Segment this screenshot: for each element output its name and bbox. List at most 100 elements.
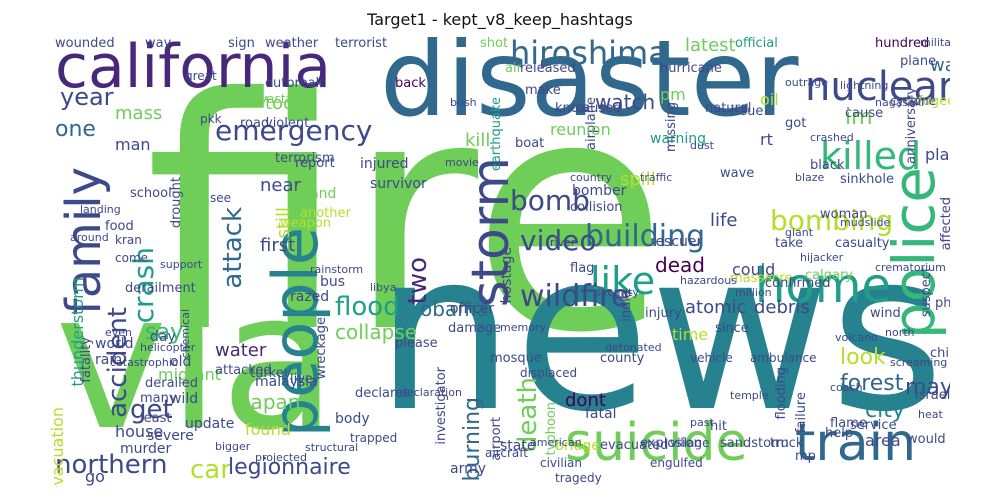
cloud-word: live: [290, 372, 313, 387]
cloud-word: water: [215, 340, 267, 361]
cloud-word: libya: [370, 281, 397, 294]
cloud-word: report: [295, 156, 335, 171]
cloud-word: plan: [925, 145, 950, 164]
cloud-word: calgary: [805, 268, 853, 283]
cloud-word: kran: [115, 233, 142, 247]
cloud-word: emergency: [215, 114, 373, 147]
cloud-word: war: [930, 55, 950, 76]
cloud-word: please: [395, 336, 438, 351]
cloud-word: weapon: [280, 216, 332, 231]
cloud-word: temple: [730, 389, 769, 402]
cloud-word: like: [590, 259, 656, 303]
cloud-word: bigger: [215, 440, 251, 453]
cloud-word: turkey: [250, 366, 292, 381]
cloud-word: first: [260, 235, 296, 256]
cloud-word: million: [735, 286, 772, 299]
cloud-word: memory: [500, 321, 546, 334]
word-cloud-words: fire news via disaster california people famil…: [50, 37, 950, 487]
cloud-word: japan: [245, 390, 301, 414]
cloud-word: sign: [228, 37, 255, 51]
cloud-word: forest: [840, 371, 904, 396]
cloud-word: say: [145, 320, 183, 345]
cloud-word: officer: [450, 301, 495, 317]
cloud-word: drought: [169, 177, 184, 229]
cloud-word: may: [905, 375, 950, 400]
cloud-word: israeli: [915, 388, 950, 403]
cloud-word: blaze: [795, 171, 825, 184]
cloud-word: make: [525, 83, 561, 98]
cloud-word: landing: [80, 203, 121, 216]
cloud-word: today: [265, 93, 317, 114]
cloud-word: cyclone: [890, 94, 936, 108]
cloud-word: since: [715, 321, 749, 336]
cloud-word: killed: [820, 134, 922, 178]
cloud-word: food: [105, 219, 134, 234]
cloud-word: flood: [335, 292, 400, 322]
cloud-word: missing: [664, 102, 679, 152]
cloud-word: bomb: [510, 184, 590, 217]
cloud-word: one: [55, 117, 96, 142]
cloud-word: take: [775, 236, 804, 251]
cloud-word: old: [170, 354, 192, 370]
cloud-word: traffic: [640, 171, 673, 184]
cloud-word: projected: [255, 451, 307, 464]
cloud-word: suspect: [919, 267, 934, 318]
cloud-word: plane: [900, 54, 937, 69]
cloud-word: home: [755, 258, 892, 314]
cloud-word: security: [595, 286, 639, 299]
cloud-word: declaration: [400, 386, 462, 399]
cloud-word: investigator: [434, 367, 449, 445]
cloud-word: would: [907, 432, 946, 447]
cloud-word: movie: [445, 156, 479, 169]
cloud-word: world: [95, 336, 134, 352]
cloud-word: rt: [760, 130, 773, 149]
cloud-word: pkk: [200, 112, 222, 126]
cloud-word: im: [845, 105, 873, 130]
cloud-word: issue: [730, 104, 764, 119]
cloud-word: bus: [320, 274, 346, 290]
cloud-word: fire: [145, 37, 668, 403]
cloud-word: outbreak: [265, 76, 324, 91]
word-cloud: fire news via disaster california people famil…: [50, 37, 950, 487]
cloud-word: heat: [918, 408, 943, 421]
cloud-word: mass: [115, 103, 163, 124]
cloud-word: collision: [570, 200, 623, 215]
cloud-word: reunion: [550, 120, 611, 139]
cloud-word: injured: [360, 156, 409, 172]
cloud-word: school: [130, 186, 172, 201]
cloud-word: dont: [565, 390, 606, 411]
cloud-word: mosque: [490, 351, 542, 366]
cloud-word: nagasaki: [875, 96, 925, 109]
cloud-word: bomber: [572, 183, 627, 199]
cloud-word: hiroshima: [510, 37, 668, 72]
cloud-word: survivor: [370, 176, 427, 192]
cloud-word: near: [260, 175, 301, 196]
cloud-word: great: [185, 69, 217, 83]
cloud-word: body: [335, 411, 370, 427]
cloud-word: derailed: [145, 376, 199, 391]
cloud-word: detonated: [605, 341, 662, 354]
cloud-word: flooding: [774, 367, 789, 420]
cloud-word: county: [600, 351, 645, 366]
cloud-word: massacre: [730, 271, 793, 286]
cloud-word: damage: [448, 321, 502, 336]
cloud-word: collapse: [335, 320, 418, 344]
cloud-word: bush: [450, 96, 477, 109]
cloud-word: murder: [120, 441, 172, 457]
cloud-word: derailment: [125, 281, 196, 296]
cloud-word: california: [55, 37, 332, 102]
cloud-word: go: [85, 467, 105, 486]
cloud-word: disaster: [380, 37, 799, 140]
cloud-word: around: [70, 231, 109, 244]
cloud-word: tragedy: [555, 471, 602, 485]
cloud-word: another: [300, 206, 351, 221]
cloud-word: get: [130, 395, 173, 425]
figure-title: Target1 - kept_v8_keep_hashtags: [367, 10, 633, 29]
cloud-word: attack: [218, 207, 248, 289]
cloud-word: could: [732, 260, 776, 279]
cloud-word: malaysia: [255, 374, 318, 390]
cloud-word: time: [672, 325, 709, 344]
cloud-word: house: [115, 422, 164, 441]
cloud-word: catastrophic: [110, 356, 178, 369]
cloud-word: support: [160, 258, 203, 271]
